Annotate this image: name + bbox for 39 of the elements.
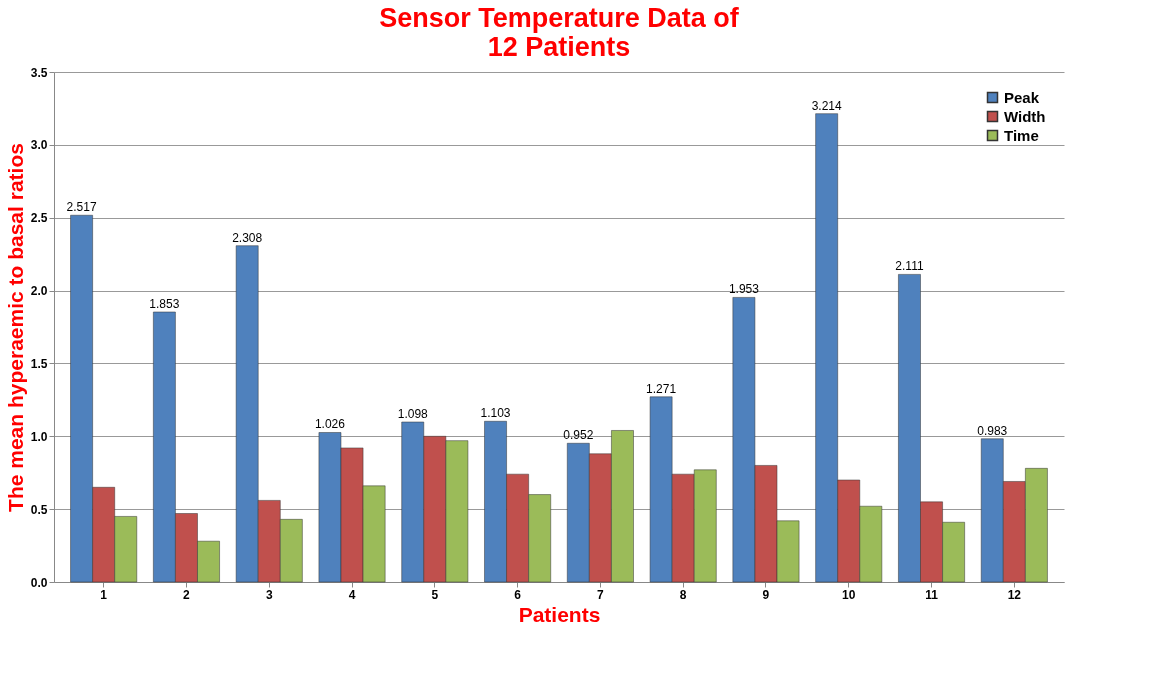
data-label: 1.026 (314, 417, 346, 432)
y-tick-label: 3.0 (30, 138, 48, 153)
x-tick-label: 9 (762, 587, 770, 602)
data-label: 1.103 (480, 406, 511, 421)
legend-label: Peak (1004, 88, 1040, 106)
y-tick-label: 1.5 (30, 356, 48, 371)
data-label: 1.098 (397, 407, 429, 422)
text: 12 Patients (487, 32, 631, 62)
x-tick-label: 11 (925, 587, 939, 602)
data-label: 3.214 (811, 98, 843, 113)
x-axis-title: Patients (518, 602, 601, 626)
x-tick-label: 8 (679, 587, 687, 602)
data-label: 0.952 (563, 428, 594, 443)
x-tick-label: 1 (100, 587, 108, 602)
data-label: 1.853 (149, 296, 180, 311)
text: Sensor Temperature Data of (379, 3, 739, 33)
data-label: 1.953 (728, 282, 760, 297)
legend-label: Width (1004, 107, 1046, 125)
data-label: 2.517 (66, 200, 97, 215)
y-tick-label: 0.0 (30, 575, 48, 590)
x-tick-label: 12 (1007, 587, 1022, 602)
data-label: 0.983 (977, 423, 1008, 438)
x-tick-label: 3 (265, 587, 273, 602)
x-tick-label: 5 (431, 587, 439, 602)
x-tick-label: 6 (514, 587, 522, 602)
y-tick-label: 2.0 (30, 284, 48, 299)
y-tick-label: 1.0 (30, 429, 48, 444)
x-tick-label: 4 (348, 587, 356, 602)
legend-label: Time (1004, 126, 1039, 144)
data-label: 2.308 (232, 230, 263, 245)
data-label: 2.111 (895, 259, 924, 274)
y-tick-label: 3.5 (30, 65, 48, 80)
y-axis-title: The mean hyperaemic to basal ratios (3, 143, 27, 512)
x-tick-label: 7 (597, 587, 605, 602)
x-tick-label: 2 (183, 587, 191, 602)
y-tick-label: 2.5 (30, 211, 48, 226)
y-tick-label: 0.5 (30, 502, 48, 517)
x-tick-label: 10 (842, 587, 856, 602)
data-label: 1.271 (646, 381, 677, 396)
